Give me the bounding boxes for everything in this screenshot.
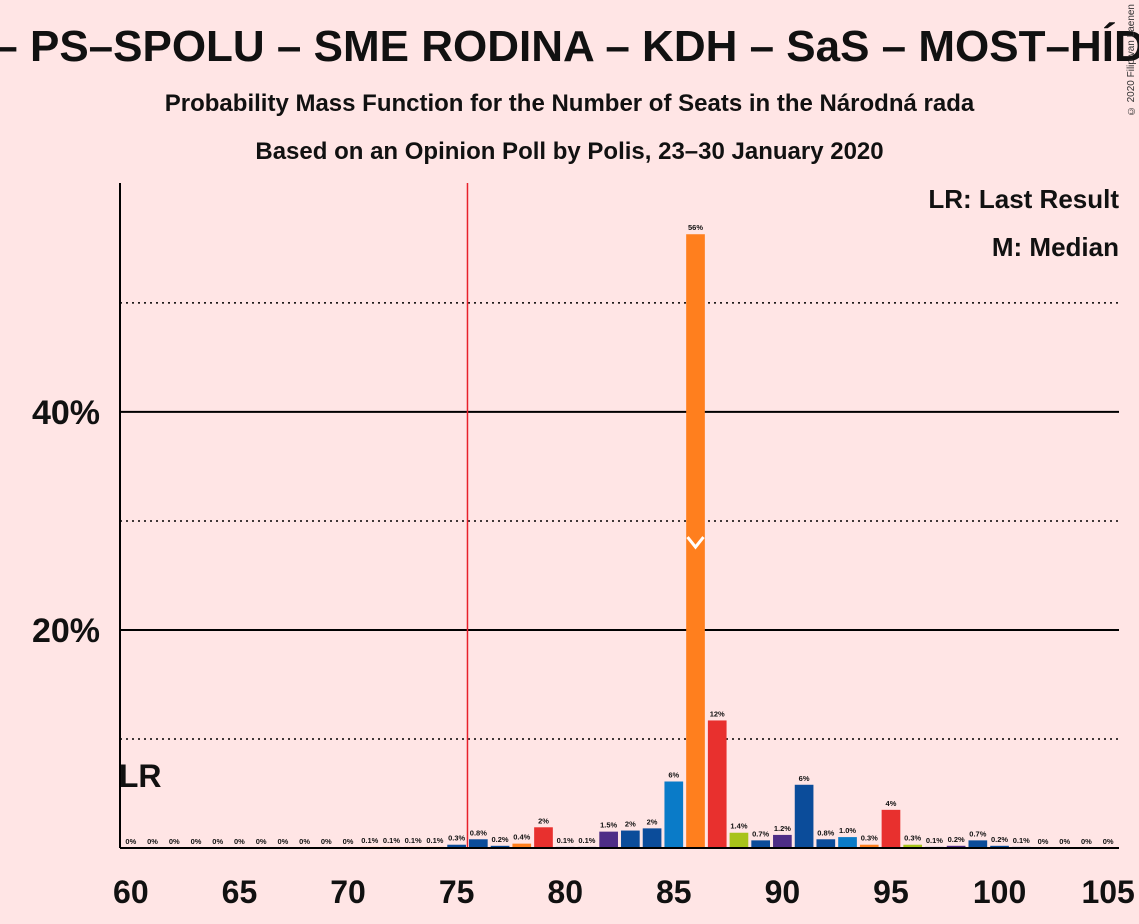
x-tick-label: 60 xyxy=(113,874,149,910)
bar-label-101: 0.1% xyxy=(1013,836,1030,845)
x-tick-label: 85 xyxy=(656,874,692,910)
bar-label-92: 0.8% xyxy=(817,828,834,837)
bar-84 xyxy=(642,828,662,848)
x-tick-label: 105 xyxy=(1081,874,1134,910)
bar-89 xyxy=(751,840,771,848)
bar-label-90: 1.2% xyxy=(774,824,791,833)
bar-label-70: 0% xyxy=(343,837,354,846)
x-tick-label: 95 xyxy=(873,874,909,910)
bar-label-65: 0% xyxy=(234,837,245,846)
y-tick-label: 20% xyxy=(32,612,100,650)
bar-label-103: 0% xyxy=(1059,837,1070,846)
bar-label-85: 6% xyxy=(668,771,679,780)
gridlines xyxy=(120,302,1119,740)
bar-label-75: 0.3% xyxy=(448,834,465,843)
bar-96 xyxy=(903,844,923,848)
bar-98 xyxy=(946,845,966,848)
bar-label-84: 2% xyxy=(647,817,658,826)
bar-label-80: 0.1% xyxy=(557,836,574,845)
x-tick-label: 65 xyxy=(222,874,258,910)
bar-label-100: 0.2% xyxy=(991,835,1008,844)
x-tick-label: 70 xyxy=(330,874,366,910)
bar-label-63: 0% xyxy=(191,837,202,846)
bar-78 xyxy=(512,843,532,848)
bar-label-74: 0.1% xyxy=(426,836,443,845)
bar-76 xyxy=(468,839,488,848)
bar-93 xyxy=(838,837,857,848)
bar-label-60: 0% xyxy=(125,837,136,846)
bar-label-69: 0% xyxy=(321,837,332,846)
bar-label-76: 0.8% xyxy=(470,828,487,837)
bar-90 xyxy=(773,834,792,848)
bar-label-64: 0% xyxy=(212,837,223,846)
bar-label-94: 0.3% xyxy=(861,834,878,843)
bar-label-72: 0.1% xyxy=(383,836,400,845)
bar-label-98: 0.2% xyxy=(948,835,965,844)
bar-86 xyxy=(686,234,705,849)
bar-label-81: 0.1% xyxy=(578,836,595,845)
bar-label-105: 0% xyxy=(1103,837,1114,846)
bar-77 xyxy=(490,845,510,848)
bar-label-73: 0.1% xyxy=(405,836,422,845)
bar-85 xyxy=(664,781,684,848)
bar-label-78: 0.4% xyxy=(513,833,530,842)
bar-label-88: 1.4% xyxy=(730,822,747,831)
y-tick-label: 40% xyxy=(32,394,100,432)
bar-label-79: 2% xyxy=(538,816,549,825)
x-tick-label: 75 xyxy=(439,874,475,910)
bar-87 xyxy=(707,720,727,848)
bar-label-71: 0.1% xyxy=(361,836,378,845)
bar-label-86: 56% xyxy=(688,223,703,232)
chart-subtitle: Probability Mass Function for the Number… xyxy=(164,90,975,117)
bar-label-97: 0.1% xyxy=(926,836,943,845)
bar-label-102: 0% xyxy=(1038,837,1049,846)
chart-title: – PS–SPOLU – SME RODINA – KDH – SaS – MO… xyxy=(0,22,1139,71)
x-tick-label: 90 xyxy=(765,874,801,910)
bar-series xyxy=(360,234,1031,849)
bar-label-61: 0% xyxy=(147,837,158,846)
axes: 20% 40% 60 65 70 75 80 85 90 95 100 105 LR xyxy=(32,183,1135,910)
bar-label-93: 1.0% xyxy=(839,826,856,835)
bar-99 xyxy=(968,840,988,848)
last-result-marker: LR xyxy=(119,758,162,794)
x-tick-label: 80 xyxy=(547,874,583,910)
data-labels: 0% 0% 0% 0% 0% 0% 0% 0% 0% 0% 0% 0.1% 0.1% 0.1% 0.1% 0.… xyxy=(125,223,1113,846)
bar-label-91: 6% xyxy=(799,774,810,783)
x-tick-label: 100 xyxy=(973,874,1026,910)
bar-91 xyxy=(794,784,814,848)
bar-label-66: 0% xyxy=(256,837,267,846)
bar-92 xyxy=(816,839,836,848)
bar-75 xyxy=(447,844,466,848)
bar-label-95: 4% xyxy=(886,799,897,808)
bar-label-96: 0.3% xyxy=(904,834,921,843)
bar-100 xyxy=(990,845,1009,848)
bar-label-62: 0% xyxy=(169,837,180,846)
median-marker xyxy=(686,536,705,550)
bar-79 xyxy=(534,827,553,848)
bar-label-77: 0.2% xyxy=(491,835,508,844)
bar-label-99: 0.7% xyxy=(969,829,986,838)
bar-label-83: 2% xyxy=(625,820,636,829)
legend-last-result: LR: Last Result xyxy=(928,184,1119,214)
bar-95 xyxy=(881,809,901,848)
bar-label-87: 12% xyxy=(710,709,725,718)
bar-83 xyxy=(621,830,640,848)
chart-source: Based on an Opinion Poll by Polis, 23–30… xyxy=(255,138,884,165)
bar-label-82: 1.5% xyxy=(600,821,617,830)
bar-label-104: 0% xyxy=(1081,837,1092,846)
bar-label-67: 0% xyxy=(277,837,288,846)
bar-94 xyxy=(859,844,879,848)
bar-82 xyxy=(599,831,618,848)
bar-88 xyxy=(729,832,749,848)
bar-label-68: 0% xyxy=(299,837,310,846)
legend-median: M: Median xyxy=(991,232,1119,262)
bar-label-89: 0.7% xyxy=(752,829,769,838)
